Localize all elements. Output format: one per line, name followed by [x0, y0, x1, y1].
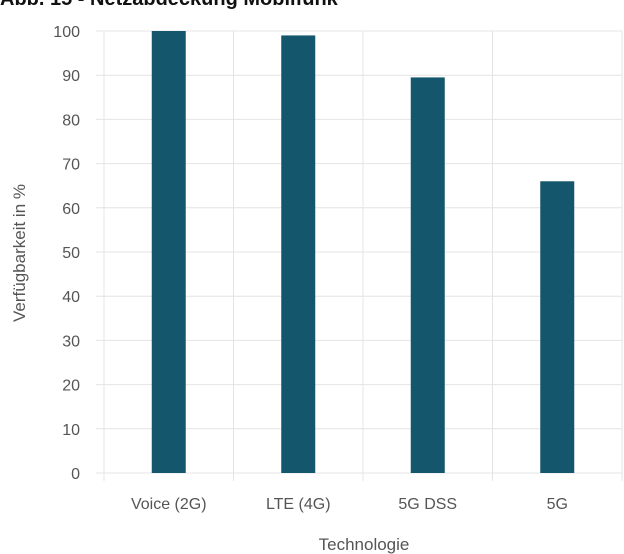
- bar-5g-dss: [410, 77, 445, 473]
- x-axis-ticks: Voice (2G) LTE (4G) 5G DSS 5G: [131, 496, 568, 513]
- x-tick-label: 5G DSS: [398, 496, 457, 513]
- x-axis-title: Technologie: [319, 535, 410, 554]
- y-tick-label: 100: [53, 24, 80, 41]
- y-tick-label: 20: [62, 378, 80, 395]
- y-axis-ticks: 0 10 20 30 40 50 60 70 80 90 100: [53, 24, 80, 483]
- bar-lte-4g: [281, 35, 316, 474]
- x-tick-label: Voice (2G): [131, 496, 207, 513]
- x-tick-label: LTE (4G): [266, 496, 331, 513]
- y-tick-label: 50: [62, 245, 80, 262]
- bar-5g: [540, 181, 575, 473]
- bar-voice-2g: [151, 31, 186, 473]
- y-tick-label: 80: [62, 112, 80, 129]
- y-tick-label: 10: [62, 422, 80, 439]
- y-tick-label: 40: [62, 289, 80, 306]
- y-tick-label: 30: [62, 333, 80, 350]
- y-axis-title: Verfügbarkeit in %: [10, 184, 29, 322]
- chart-title: Abb. 15 - Netzabdeckung Mobilfunk: [0, 0, 338, 11]
- y-tick-label: 0: [71, 466, 80, 483]
- y-tick-label: 60: [62, 201, 80, 218]
- x-tick-label: 5G: [547, 496, 568, 513]
- bars: [151, 31, 575, 474]
- y-tick-label: 70: [62, 157, 80, 174]
- y-tick-label: 90: [62, 68, 80, 85]
